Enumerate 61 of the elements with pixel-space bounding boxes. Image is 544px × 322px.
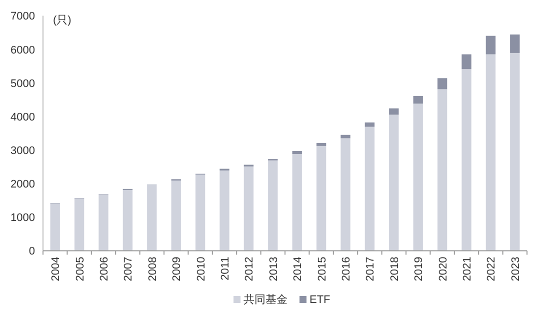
bar bbox=[364, 122, 375, 127]
x-tick-label: 2023 bbox=[510, 256, 522, 282]
y-tick-label: 1000 bbox=[10, 212, 35, 224]
x-tick-label: 2005 bbox=[74, 256, 86, 282]
bar bbox=[364, 126, 375, 251]
bar bbox=[462, 69, 472, 251]
y-axis-title: (只) bbox=[53, 14, 72, 27]
bar bbox=[510, 52, 520, 251]
bar bbox=[268, 160, 278, 251]
bar bbox=[413, 96, 423, 104]
bar bbox=[220, 170, 230, 251]
x-tick-label: 2018 bbox=[388, 256, 401, 282]
bar bbox=[413, 104, 423, 251]
y-tick-label: 2000 bbox=[10, 178, 35, 191]
x-tick-label: 2016 bbox=[340, 256, 352, 282]
bar bbox=[486, 54, 496, 251]
x-tick-label: 2022 bbox=[486, 256, 498, 282]
y-tick-label: 6000 bbox=[10, 44, 35, 56]
y-tick-label: 4000 bbox=[10, 111, 35, 124]
bar bbox=[74, 198, 84, 251]
x-tick-label: 2007 bbox=[122, 256, 135, 282]
bar bbox=[389, 108, 399, 115]
x-tick-label: 2004 bbox=[50, 256, 62, 282]
bar bbox=[316, 142, 326, 146]
y-tick-label: 0 bbox=[28, 246, 35, 258]
x-tick-label: 2021 bbox=[462, 256, 474, 282]
bar bbox=[98, 194, 108, 251]
y-tick-label: 3000 bbox=[10, 144, 35, 157]
bar bbox=[244, 166, 254, 251]
bar bbox=[195, 174, 206, 251]
x-tick-label: 2017 bbox=[364, 256, 377, 282]
bar bbox=[292, 154, 302, 251]
x-tick-label: 2010 bbox=[195, 256, 208, 282]
bar bbox=[340, 138, 350, 251]
x-tick-label: 2009 bbox=[171, 256, 184, 282]
x-tick-label: 2020 bbox=[437, 256, 450, 282]
x-tick-label: 2012 bbox=[244, 256, 256, 282]
x-tick-label: 2019 bbox=[413, 256, 426, 282]
legend-label: ETF bbox=[310, 294, 331, 306]
x-tick-label: 2013 bbox=[268, 256, 280, 282]
y-tick-label: 5000 bbox=[10, 78, 35, 90]
bar bbox=[147, 184, 157, 251]
bar bbox=[437, 89, 448, 251]
bar bbox=[171, 180, 181, 251]
bar bbox=[389, 114, 399, 251]
bar bbox=[340, 134, 350, 138]
x-tick-label: 2006 bbox=[98, 256, 110, 282]
legend-label: 共同基金 bbox=[244, 293, 288, 306]
x-tick-label: 2014 bbox=[292, 256, 304, 282]
y-tick-label: 7000 bbox=[10, 10, 35, 23]
bar bbox=[462, 54, 472, 70]
bar bbox=[292, 150, 302, 154]
x-tick-label: 2008 bbox=[146, 256, 159, 282]
x-tick-label: 2011 bbox=[220, 256, 232, 280]
bar bbox=[486, 36, 496, 54]
bar bbox=[50, 203, 60, 251]
bar bbox=[510, 34, 520, 53]
bar bbox=[316, 146, 326, 251]
x-tick-label: 2015 bbox=[316, 256, 328, 282]
bar bbox=[122, 190, 133, 251]
bar bbox=[437, 78, 448, 90]
